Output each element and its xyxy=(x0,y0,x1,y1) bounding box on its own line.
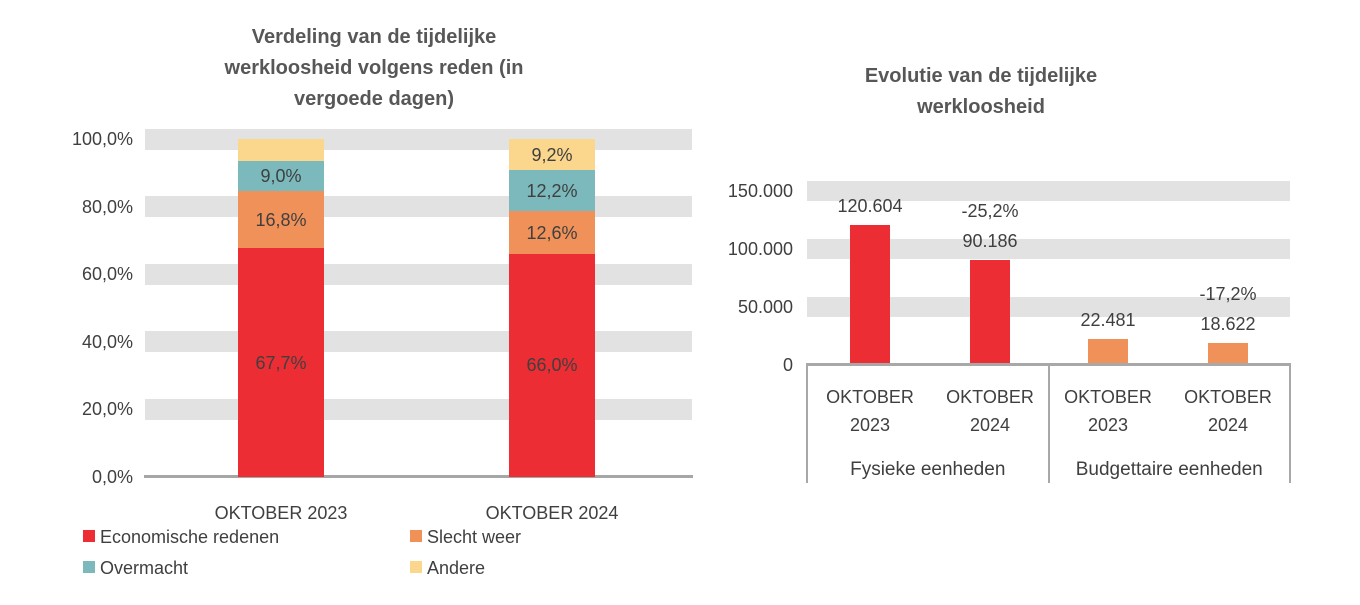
bar xyxy=(970,260,1010,365)
bar xyxy=(1088,338,1128,365)
y-axis-tick-label: 0,0% xyxy=(91,467,133,487)
bar-segment xyxy=(238,191,324,249)
bar-segment xyxy=(238,248,324,477)
x-axis-category-label: OKTOBER 2024 xyxy=(485,503,619,523)
y-axis-tick-label: 40,0% xyxy=(81,331,133,352)
legend-swatch-red xyxy=(83,530,95,542)
legend-label: Economische redenen xyxy=(100,527,280,547)
legend-label: Andere xyxy=(427,558,486,578)
legend-swatch-orange xyxy=(410,530,422,542)
bar-segment-label: 16,8% xyxy=(255,209,307,230)
y-axis-tick-label: 150.000 xyxy=(727,181,793,201)
bar-segment xyxy=(509,139,595,171)
bar-segment-label: 67,7% xyxy=(255,352,307,373)
x-axis-line xyxy=(144,475,693,478)
bar-segment xyxy=(509,253,595,477)
grid-band xyxy=(145,398,692,420)
bar-segment-label: 9,2% xyxy=(531,144,573,165)
grid-band xyxy=(807,239,1290,259)
bar xyxy=(1208,343,1248,365)
x-axis-category-label: OKTOBER 2023 xyxy=(214,503,348,523)
bar-segment-label: 12,6% xyxy=(526,222,578,243)
legend-label: Slecht weer xyxy=(427,527,522,547)
bar-value-label: -17,2% 18.622 xyxy=(1199,284,1257,335)
axis-table-divider xyxy=(1289,365,1291,483)
bar-segment-label: 12,2% xyxy=(526,180,578,201)
x-axis-group-label: Budgettaire eenheden xyxy=(1075,459,1263,480)
axis-table-divider xyxy=(806,365,808,483)
bar-segment xyxy=(509,211,595,254)
y-axis-tick-label: 100,0% xyxy=(71,129,133,149)
y-axis-tick-label: 0 xyxy=(782,355,793,375)
grid-band xyxy=(807,297,1290,317)
legend-swatch-teal xyxy=(83,561,95,573)
x-axis-category-label: OKTOBER 2023 xyxy=(826,387,914,435)
x-axis-category-label: OKTOBER 2024 xyxy=(1184,387,1272,435)
right-chart-title: Evolutie van de tijdelijke werkloosheid xyxy=(864,65,1098,118)
legend-label: Overmacht xyxy=(100,558,189,578)
bar-segment xyxy=(238,160,324,192)
legend-swatch-yellow xyxy=(410,561,422,573)
x-axis-line xyxy=(806,363,1291,366)
bar-value-label: -25,2% 90.186 xyxy=(961,201,1019,252)
y-axis-tick-label: 80,0% xyxy=(81,196,133,217)
left-chart-title: Verdeling van de tijdelijke werkloosheid… xyxy=(224,26,524,110)
axis-table-divider xyxy=(1047,365,1050,483)
y-axis-tick-label: 20,0% xyxy=(81,399,133,420)
x-axis-category-label: OKTOBER 2023 xyxy=(1064,387,1152,435)
bar-segment xyxy=(238,139,324,161)
bar xyxy=(850,225,890,365)
grid-band xyxy=(145,263,692,285)
x-axis-group-label: Fysieke eenheden xyxy=(850,459,1006,480)
bar-segment-label: 9,0% xyxy=(260,166,302,187)
bar-value-label: 22.481 xyxy=(1080,309,1136,330)
bar-segment xyxy=(509,170,595,212)
y-axis-tick-label: 50.000 xyxy=(737,297,793,317)
bar-value-label: 120.604 xyxy=(837,196,903,217)
bar-segment-label: 66,0% xyxy=(526,355,578,376)
grid-band xyxy=(807,181,1290,201)
x-axis-category-label: OKTOBER 2024 xyxy=(946,387,1034,435)
y-axis-tick-label: 100.000 xyxy=(727,239,793,259)
y-axis-tick-label: 60,0% xyxy=(81,264,133,285)
